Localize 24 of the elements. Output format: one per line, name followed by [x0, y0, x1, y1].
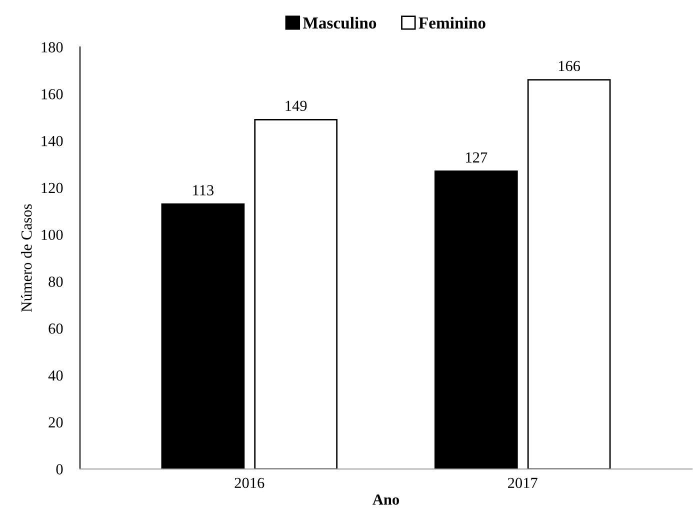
x-axis-title: Ano: [372, 494, 399, 505]
legend-label: Masculino: [302, 16, 376, 29]
y-axis-title: Número de Casos: [20, 204, 32, 312]
y-tick-label: 40: [48, 370, 63, 381]
data-label: 166: [558, 60, 580, 72]
x-tick-label: 2017: [508, 478, 538, 488]
bar: [434, 170, 518, 469]
y-tick-label: 60: [48, 323, 63, 334]
data-label: 149: [286, 100, 307, 112]
bar: [161, 203, 245, 469]
y-tick-label: 100: [42, 230, 63, 240]
y-tick-label: 80: [48, 276, 63, 287]
y-tick-label: 140: [42, 136, 63, 146]
y-tick-label: 160: [42, 89, 63, 100]
y-tick-label: 0: [56, 464, 63, 474]
y-tick-label: 120: [42, 182, 63, 194]
legend-label: Feminino: [418, 16, 486, 29]
y-tick-label: 180: [42, 42, 63, 52]
x-tick-label: 2016: [234, 478, 264, 488]
bar: [254, 118, 338, 469]
data-label: 113: [193, 185, 214, 196]
bar: [527, 79, 611, 469]
data-label: 127: [466, 152, 488, 162]
y-tick-label: 20: [48, 417, 63, 428]
